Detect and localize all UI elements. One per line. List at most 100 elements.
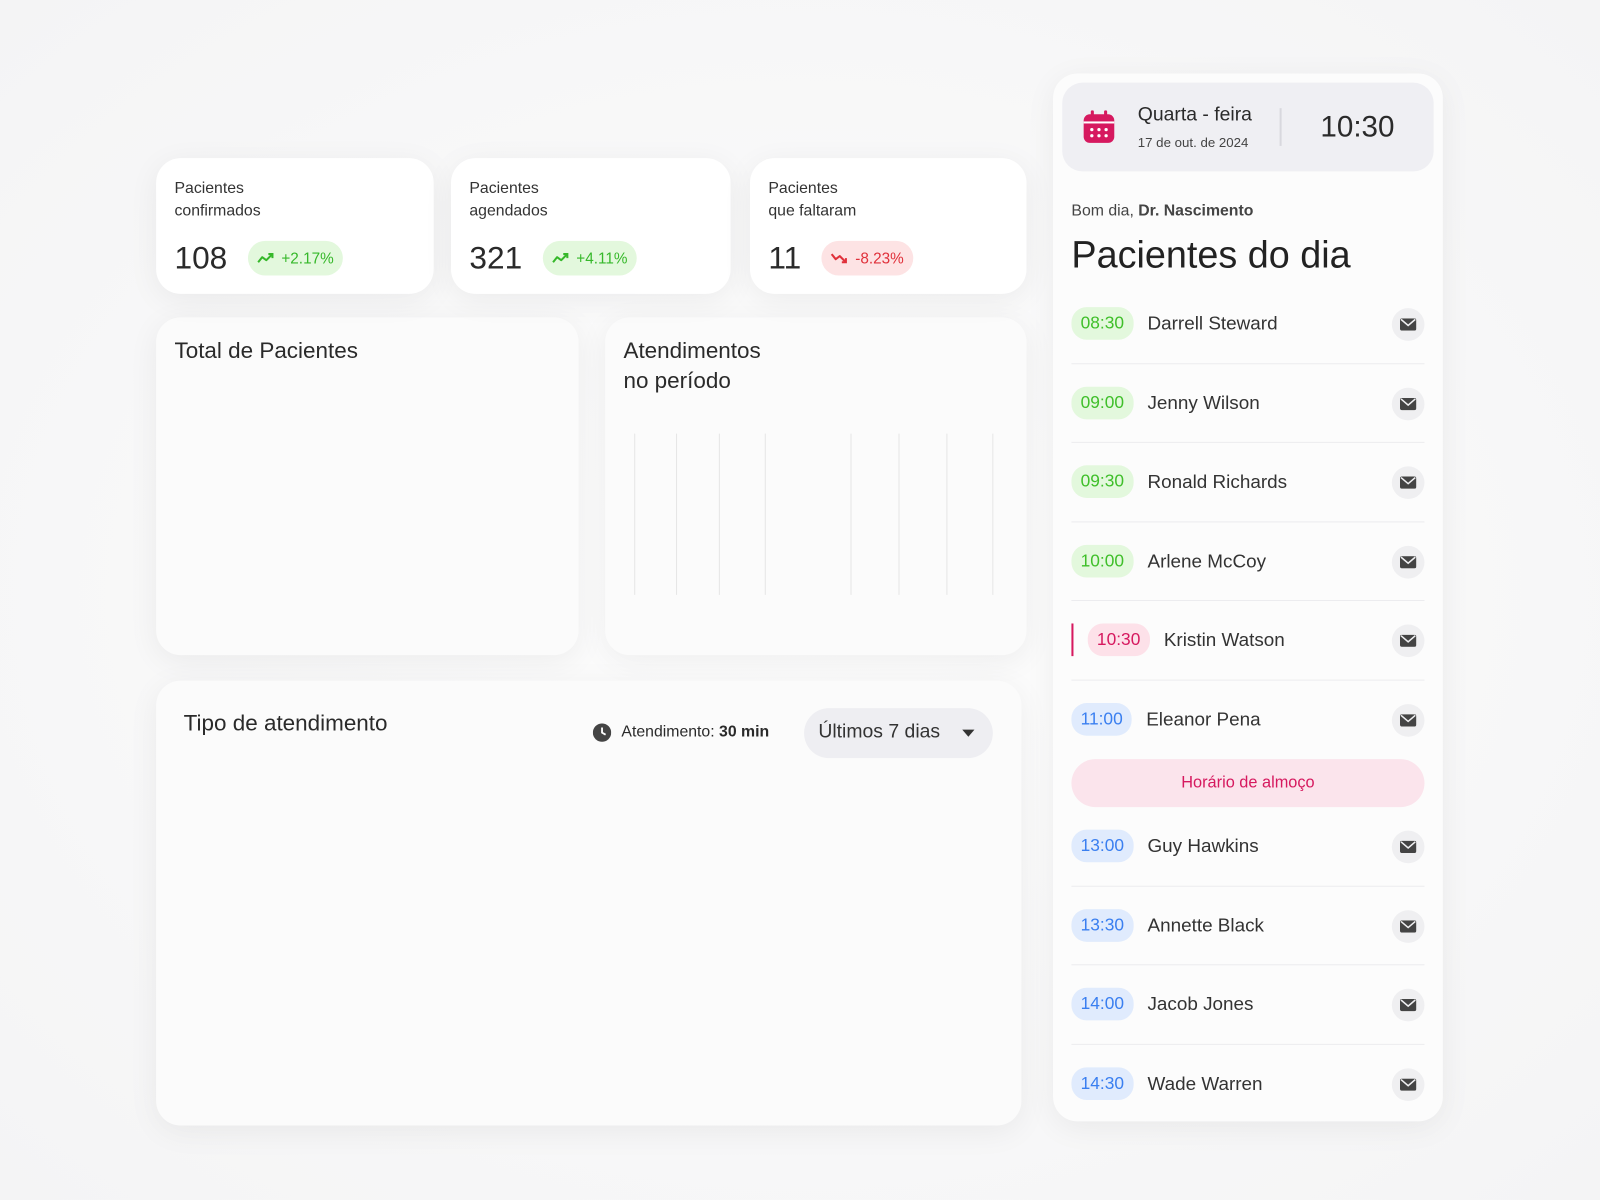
doctor-name: Dr. Nascimento [1138, 202, 1254, 220]
current-marker [1071, 623, 1074, 657]
time-pill: 14:00 [1071, 988, 1134, 1021]
period-card: Atendimentos no período [605, 317, 1027, 656]
mail-button[interactable] [1391, 466, 1425, 499]
duration-value: 30 min [719, 723, 770, 741]
patient-name: Jacob Jones [1147, 993, 1254, 1015]
type-card: Tipo de atendimento Atendimento: 30 min … [156, 680, 1022, 1126]
mail-flap [1400, 841, 1416, 849]
patient-row: 09:30 Ronald Richards [1071, 443, 1425, 522]
weekday: Quarta - feira [1137, 104, 1252, 126]
patient-name: Ronald Richards [1147, 470, 1288, 493]
greeting: Bom dia, Dr. Nascimento [1071, 202, 1253, 220]
trend-line [551, 253, 568, 263]
period-dropdown[interactable]: Últimos 7 dias [804, 708, 993, 759]
mail-flap [1400, 635, 1416, 643]
duration-label: Atendimento: [621, 723, 715, 741]
mail-button[interactable] [1391, 387, 1425, 420]
trend-arrow [268, 253, 274, 259]
mail-icon [1399, 1078, 1417, 1091]
trend-icon [551, 253, 569, 263]
mail-icon [1399, 998, 1417, 1012]
mail-button[interactable] [1391, 624, 1425, 658]
time-pill: 08:30 [1071, 307, 1134, 341]
stat-card: Pacientes agendados 321 +4.11% [451, 158, 731, 294]
lunch-break: Horário de almoço [1071, 759, 1425, 808]
stat-value: 108 [174, 239, 228, 276]
mail-button[interactable] [1391, 909, 1425, 943]
change-text: +2.17% [281, 249, 334, 267]
patient-row: 13:30 Annette Black [1071, 886, 1425, 966]
stat-label: Pacientes confirmados [174, 179, 261, 220]
patient-row: 10:30 Kristin Watson [1071, 601, 1425, 681]
stat-row: 321 +4.11% [469, 239, 637, 277]
mail-button[interactable] [1391, 830, 1425, 864]
date-header: Quarta - feira 17 de out. de 2024 10:30 [1062, 82, 1434, 172]
stat-row: 108 +2.17% [174, 239, 343, 277]
time-pill: 13:30 [1071, 908, 1134, 942]
greeting-text: Bom dia, [1071, 202, 1134, 220]
patient-name: Annette Black [1147, 914, 1264, 936]
total-card: Total de Pacientes [156, 317, 579, 656]
stat-card: Pacientes confirmados 108 +2.17% [156, 158, 434, 294]
patient-list: 08:30 Darrell Steward 09:00 Jenny Wilson 09:… [1071, 285, 1425, 1124]
patient-row: 08:30 Darrell Steward [1071, 285, 1425, 364]
mail-flap [1400, 556, 1416, 564]
patient-row: 14:30 Wade Warren [1071, 1044, 1425, 1123]
trend-arrow [562, 253, 569, 259]
change-text: +4.11% [576, 249, 628, 267]
mail-icon [1399, 318, 1417, 331]
time-pill: 14:30 [1071, 1067, 1134, 1101]
mail-icon [1399, 919, 1417, 933]
patient-row: 14:00 Jacob Jones [1071, 965, 1425, 1045]
card-title: Atendimentos no período [623, 337, 761, 393]
patient-row: 09:00 Jenny Wilson [1071, 364, 1425, 443]
patient-name: Wade Warren [1147, 1072, 1263, 1095]
stat-card: Pacientes que faltaram 11 -8.23% [749, 158, 1027, 294]
time-pill: 13:00 [1071, 829, 1134, 863]
patient-row: 11:00 Eleanor Pena [1071, 680, 1425, 759]
list-title: Pacientes do dia [1071, 233, 1351, 276]
mail-button[interactable] [1391, 308, 1425, 341]
mail-flap [1400, 1078, 1416, 1087]
mail-flap [1400, 476, 1416, 485]
mail-flap [1400, 318, 1416, 327]
date: 17 de out. de 2024 [1137, 134, 1249, 150]
mail-button[interactable] [1391, 988, 1425, 1022]
dropdown-text: Últimos 7 dias [818, 721, 941, 743]
mail-icon [1399, 397, 1417, 410]
card-title: Total de Pacientes [174, 337, 358, 364]
mail-flap [1400, 397, 1416, 406]
mail-button[interactable] [1391, 703, 1425, 737]
mail-button[interactable] [1391, 545, 1425, 579]
change-text: -8.23% [855, 249, 904, 267]
mail-icon [1399, 713, 1417, 727]
change-badge: -8.23% [821, 240, 913, 276]
mail-icon [1399, 840, 1417, 854]
duration: Atendimento: 30 min [621, 723, 769, 741]
trend-line [831, 253, 847, 263]
change-badge: +2.17% [247, 240, 343, 276]
mail-button[interactable] [1391, 1067, 1425, 1101]
clock-icon [592, 723, 612, 742]
stat-value: 321 [469, 239, 523, 276]
stat-row: 11 -8.23% [768, 240, 913, 277]
time-pill: 09:00 [1071, 386, 1134, 420]
patient-row: 10:00 Arlene McCoy [1071, 522, 1425, 602]
mail-flap [1400, 714, 1416, 722]
patient-name: Kristin Watson [1163, 628, 1285, 651]
stat-label: Pacientes que faltaram [768, 179, 857, 220]
divider [1279, 108, 1282, 146]
patient-name: Guy Hawkins [1147, 834, 1259, 857]
patient-name: Jenny Wilson [1147, 391, 1260, 414]
lunch-label: Horário de almoço [1181, 773, 1315, 792]
stat-value: 11 [768, 239, 802, 276]
patient-name: Arlene McCoy [1147, 549, 1267, 572]
card-title: Tipo de atendimento [183, 710, 388, 736]
trend-line [257, 253, 273, 263]
time-pill: 10:00 [1071, 544, 1134, 578]
trend-arrow [842, 258, 848, 264]
mail-flap [1400, 999, 1416, 1008]
